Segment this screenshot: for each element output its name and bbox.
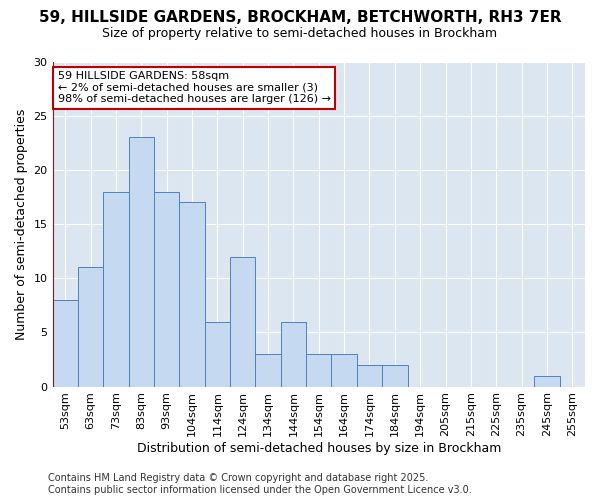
Bar <box>306 354 331 386</box>
Bar <box>103 192 128 386</box>
Bar <box>256 354 281 386</box>
Y-axis label: Number of semi-detached properties: Number of semi-detached properties <box>15 108 28 340</box>
Text: Contains HM Land Registry data © Crown copyright and database right 2025.
Contai: Contains HM Land Registry data © Crown c… <box>48 474 472 495</box>
Bar <box>382 365 407 386</box>
Bar <box>205 322 230 386</box>
Bar <box>53 300 78 386</box>
Text: 59 HILLSIDE GARDENS: 58sqm
← 2% of semi-detached houses are smaller (3)
98% of s: 59 HILLSIDE GARDENS: 58sqm ← 2% of semi-… <box>58 72 331 104</box>
Bar <box>78 268 103 386</box>
Text: Size of property relative to semi-detached houses in Brockham: Size of property relative to semi-detach… <box>103 28 497 40</box>
X-axis label: Distribution of semi-detached houses by size in Brockham: Distribution of semi-detached houses by … <box>137 442 501 455</box>
Bar <box>534 376 560 386</box>
Bar <box>357 365 382 386</box>
Bar <box>154 192 179 386</box>
Bar <box>331 354 357 386</box>
Text: 59, HILLSIDE GARDENS, BROCKHAM, BETCHWORTH, RH3 7ER: 59, HILLSIDE GARDENS, BROCKHAM, BETCHWOR… <box>38 10 562 25</box>
Bar <box>230 256 256 386</box>
Bar <box>281 322 306 386</box>
Bar <box>128 138 154 386</box>
Bar <box>179 202 205 386</box>
